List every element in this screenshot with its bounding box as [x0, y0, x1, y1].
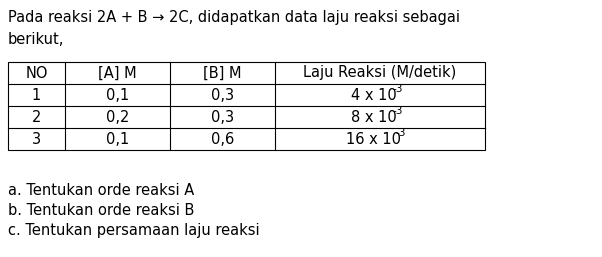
Text: 8 x 10: 8 x 10: [351, 109, 397, 124]
Text: b. Tentukan orde reaksi B: b. Tentukan orde reaksi B: [8, 203, 194, 218]
Text: [B] M: [B] M: [203, 66, 242, 80]
Text: -3: -3: [393, 106, 403, 116]
Text: 0,3: 0,3: [211, 87, 234, 103]
Text: a. Tentukan orde reaksi A: a. Tentukan orde reaksi A: [8, 183, 194, 198]
Text: 4 x 10: 4 x 10: [351, 87, 397, 103]
Text: -3: -3: [396, 128, 406, 138]
Text: NO: NO: [25, 66, 48, 80]
Text: 0,1: 0,1: [106, 87, 129, 103]
Text: 2: 2: [32, 109, 41, 124]
Text: -3: -3: [393, 84, 403, 94]
Text: 0,1: 0,1: [106, 132, 129, 146]
Text: 16 x 10: 16 x 10: [347, 132, 402, 146]
Text: Pada reaksi 2A + B → 2C, didapatkan data laju reaksi sebagai: Pada reaksi 2A + B → 2C, didapatkan data…: [8, 10, 460, 25]
Text: 3: 3: [32, 132, 41, 146]
Text: 0,2: 0,2: [106, 109, 129, 124]
Text: [A] M: [A] M: [98, 66, 137, 80]
Text: Laju Reaksi (M/detik): Laju Reaksi (M/detik): [303, 66, 457, 80]
Text: 0,3: 0,3: [211, 109, 234, 124]
Text: 1: 1: [32, 87, 41, 103]
Text: 0,6: 0,6: [211, 132, 234, 146]
Text: c. Tentukan persamaan laju reaksi: c. Tentukan persamaan laju reaksi: [8, 223, 259, 238]
Text: berikut,: berikut,: [8, 32, 64, 47]
Bar: [8, 62, 485, 150]
